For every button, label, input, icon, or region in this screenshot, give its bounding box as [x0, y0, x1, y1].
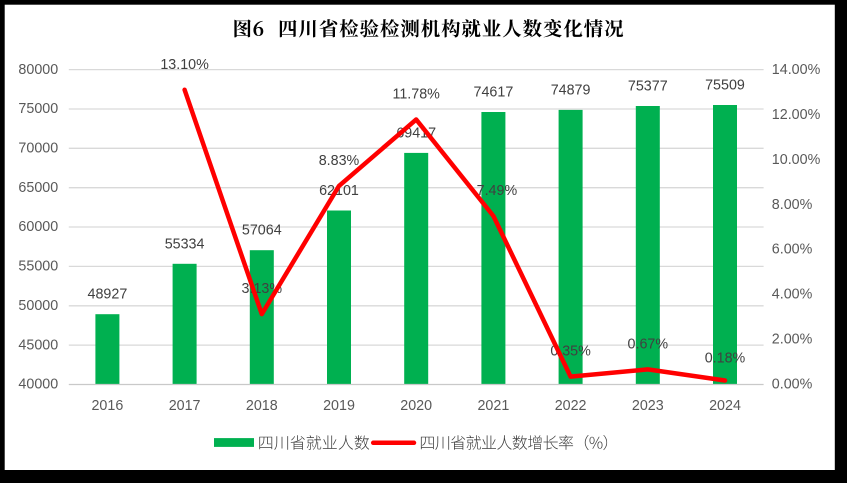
svg-text:2024: 2024: [709, 398, 741, 414]
svg-text:2017: 2017: [169, 398, 201, 414]
svg-text:50000: 50000: [18, 298, 58, 314]
svg-text:62101: 62101: [319, 183, 359, 199]
svg-text:80000: 80000: [18, 62, 58, 78]
svg-text:2.00%: 2.00%: [772, 332, 813, 348]
svg-text:12.00%: 12.00%: [772, 107, 821, 123]
svg-text:48927: 48927: [88, 287, 128, 303]
svg-text:55000: 55000: [18, 259, 58, 275]
svg-text:55334: 55334: [165, 236, 205, 252]
svg-text:2020: 2020: [400, 398, 432, 414]
svg-text:75000: 75000: [18, 101, 58, 117]
svg-text:2021: 2021: [477, 398, 509, 414]
svg-text:8.83%: 8.83%: [319, 153, 360, 169]
svg-text:75509: 75509: [705, 78, 745, 94]
svg-text:2023: 2023: [632, 398, 664, 414]
svg-text:2019: 2019: [323, 398, 355, 414]
svg-text:57064: 57064: [242, 223, 282, 239]
svg-text:7.49%: 7.49%: [477, 183, 518, 199]
svg-text:65000: 65000: [18, 180, 58, 196]
svg-text:2016: 2016: [91, 398, 123, 414]
svg-text:60000: 60000: [18, 219, 58, 235]
svg-text:6.00%: 6.00%: [772, 242, 813, 258]
svg-text:70000: 70000: [18, 141, 58, 157]
svg-text:74879: 74879: [551, 82, 591, 98]
svg-text:14.00%: 14.00%: [772, 62, 821, 78]
svg-text:40000: 40000: [18, 377, 58, 393]
svg-text:0.00%: 0.00%: [772, 377, 813, 393]
svg-text:10.00%: 10.00%: [772, 152, 821, 168]
svg-text:2018: 2018: [246, 398, 278, 414]
svg-text:11.78%: 11.78%: [392, 87, 440, 103]
svg-text:2022: 2022: [555, 398, 587, 414]
svg-text:0.67%: 0.67%: [628, 336, 669, 352]
svg-text:13.10%: 13.10%: [160, 57, 209, 73]
svg-text:4.00%: 4.00%: [772, 287, 813, 303]
svg-text:75377: 75377: [628, 79, 668, 95]
svg-text:0.18%: 0.18%: [705, 351, 746, 367]
svg-text:45000: 45000: [18, 337, 58, 353]
svg-text:8.00%: 8.00%: [772, 197, 813, 213]
svg-text:74617: 74617: [474, 85, 514, 101]
